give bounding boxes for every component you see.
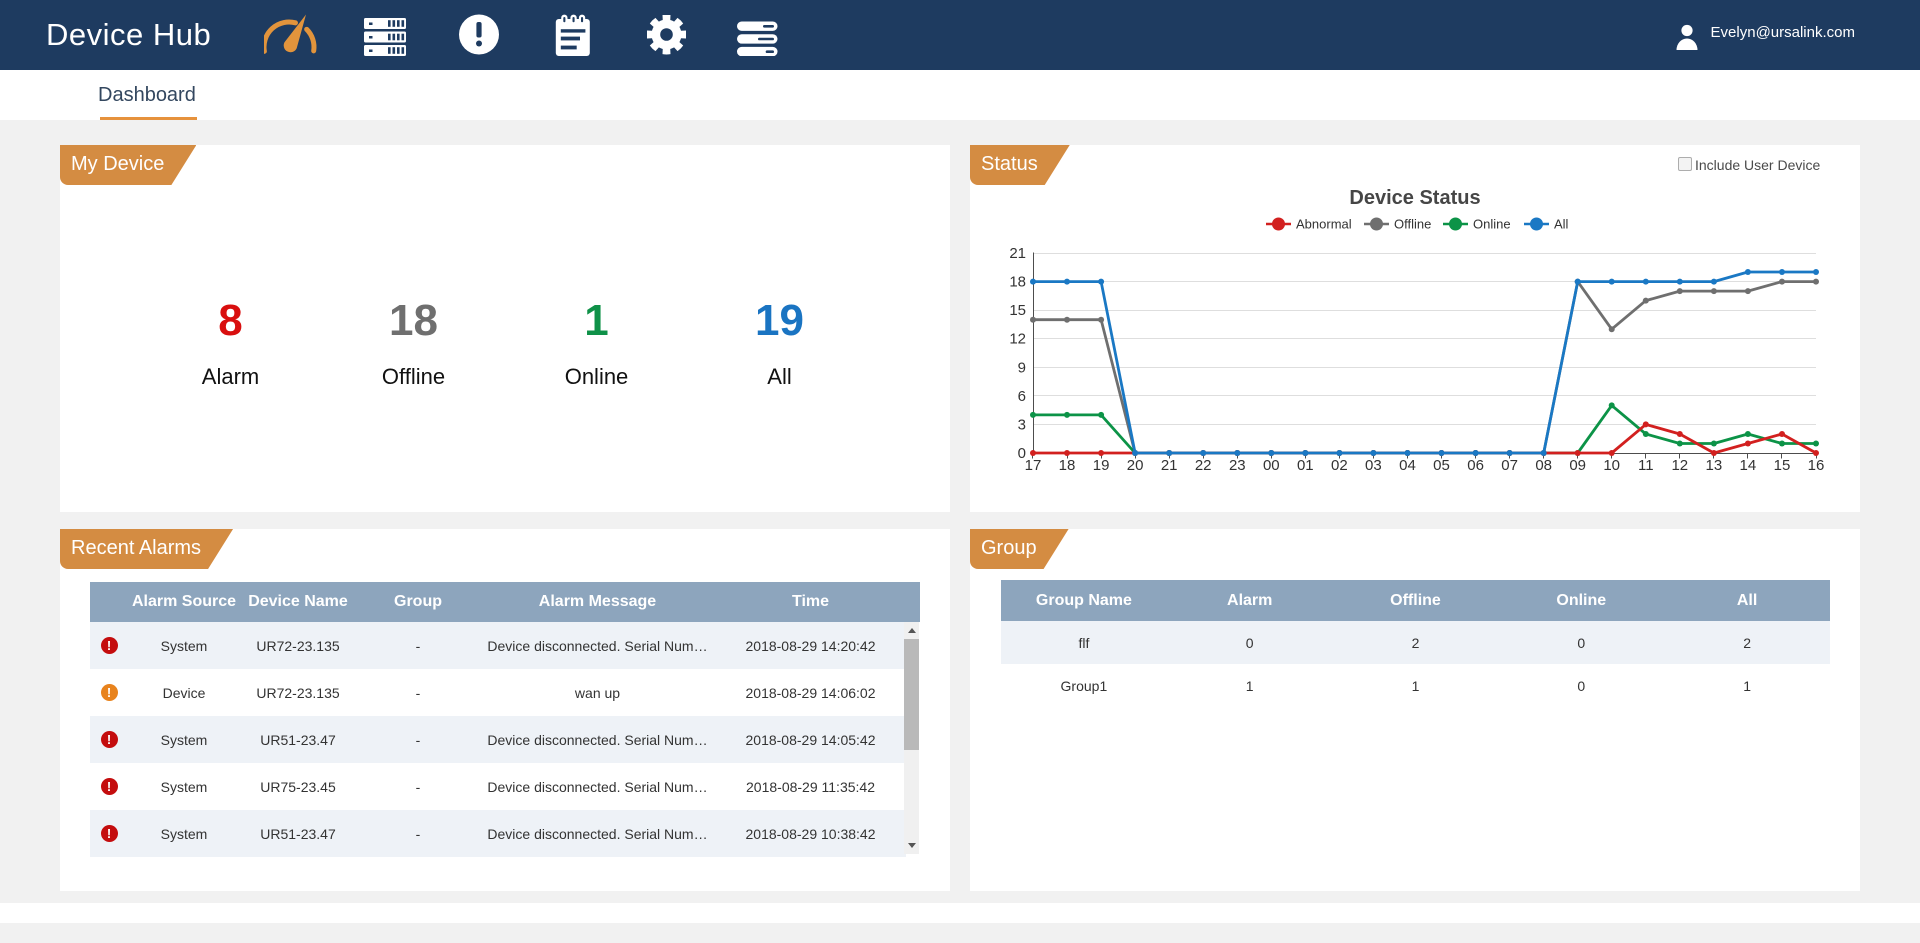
svg-text:21: 21 bbox=[1161, 457, 1178, 474]
svg-text:03: 03 bbox=[1365, 457, 1382, 474]
svg-text:04: 04 bbox=[1399, 457, 1416, 474]
svg-text:18: 18 bbox=[1009, 274, 1026, 291]
svg-text:12: 12 bbox=[1009, 331, 1026, 348]
svg-text:06: 06 bbox=[1467, 457, 1484, 474]
svg-text:15: 15 bbox=[1774, 457, 1791, 474]
svg-text:05: 05 bbox=[1433, 457, 1450, 474]
svg-text:Device Status: Device Status bbox=[1349, 187, 1480, 209]
svg-text:Offline: Offline bbox=[1394, 217, 1431, 232]
svg-text:17: 17 bbox=[1025, 457, 1042, 474]
svg-text:08: 08 bbox=[1535, 457, 1552, 474]
svg-text:07: 07 bbox=[1501, 457, 1518, 474]
svg-text:Abnormal: Abnormal bbox=[1296, 217, 1352, 232]
svg-text:13: 13 bbox=[1706, 457, 1723, 474]
svg-text:16: 16 bbox=[1808, 457, 1825, 474]
svg-text:9: 9 bbox=[1018, 359, 1026, 376]
svg-text:6: 6 bbox=[1018, 388, 1026, 405]
svg-text:3: 3 bbox=[1018, 416, 1026, 433]
svg-text:0: 0 bbox=[1018, 445, 1026, 462]
svg-text:23: 23 bbox=[1229, 457, 1246, 474]
svg-text:18: 18 bbox=[1059, 457, 1076, 474]
svg-text:19: 19 bbox=[1093, 457, 1110, 474]
svg-text:22: 22 bbox=[1195, 457, 1212, 474]
svg-text:21: 21 bbox=[1009, 245, 1026, 262]
svg-text:All: All bbox=[1554, 217, 1569, 232]
svg-text:12: 12 bbox=[1671, 457, 1688, 474]
svg-text:15: 15 bbox=[1009, 302, 1026, 319]
svg-text:00: 00 bbox=[1263, 457, 1280, 474]
svg-text:11: 11 bbox=[1638, 457, 1654, 474]
svg-text:20: 20 bbox=[1127, 457, 1144, 474]
svg-text:14: 14 bbox=[1740, 457, 1757, 474]
svg-text:02: 02 bbox=[1331, 457, 1348, 474]
svg-text:10: 10 bbox=[1603, 457, 1620, 474]
svg-text:01: 01 bbox=[1297, 457, 1314, 474]
svg-text:Online: Online bbox=[1473, 217, 1511, 232]
svg-text:09: 09 bbox=[1569, 457, 1586, 474]
